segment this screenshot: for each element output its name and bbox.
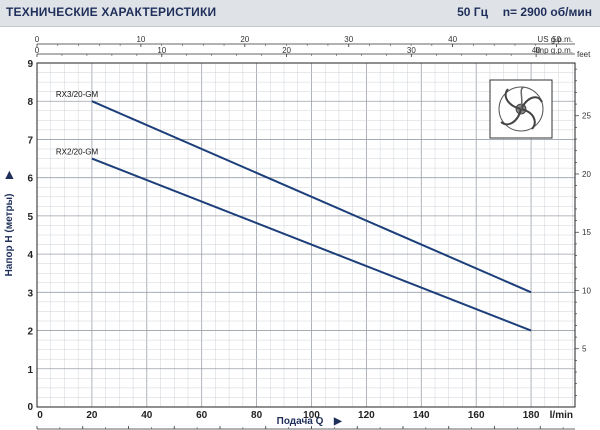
y-tick-label: 5 <box>27 212 33 223</box>
x-tick-label: 180 <box>523 410 540 421</box>
x-tick-label: 80 <box>251 410 263 421</box>
series-label: RX2/20-GM <box>56 148 99 157</box>
x-tick-label: 120 <box>358 410 375 421</box>
y-axis-arrow: ▶ <box>4 170 15 180</box>
imp-gpm-unit-label: Imp g.p.m. <box>535 46 573 55</box>
grid <box>37 63 575 407</box>
axes: 0 20 40 60 80 100 120 140 160 180 l/min01234567890… <box>27 35 591 430</box>
x-tick-label: 20 <box>86 410 98 421</box>
us-gpm-unit-label: US g.p.m. <box>537 35 573 44</box>
us-gpm-tick-label: 20 <box>240 35 249 44</box>
y-tick-label: 6 <box>27 174 33 185</box>
x-tick-label: 60 <box>196 410 208 421</box>
y-tick-label: 2 <box>27 327 33 338</box>
us-gpm-tick-label: 30 <box>344 35 353 44</box>
series: RX3/20-GM RX2/20-GM <box>56 90 532 332</box>
y-tick-label: 9 <box>27 59 33 70</box>
x-tick-label: 40 <box>141 410 153 421</box>
frequency-label: 50 Гц <box>457 5 488 19</box>
feet-tick-label: 20 <box>582 170 591 179</box>
y-tick-label: 7 <box>27 135 33 146</box>
x-axis-title: Подача Q <box>277 416 324 427</box>
y-tick-label: 0 <box>27 402 33 413</box>
series-line <box>91 100 532 294</box>
x-unit-label: l/min <box>550 410 573 421</box>
imp-gpm-tick-label: 20 <box>282 46 291 55</box>
speed-label: n= 2900 об/мин <box>502 5 592 19</box>
us-gpm-tick-label: 10 <box>136 35 145 44</box>
y-tick-label: 4 <box>27 250 33 261</box>
x-tick-label: 140 <box>413 410 430 421</box>
us-gpm-tick-label: 50 <box>552 35 561 44</box>
x-tick-label: 100 <box>303 410 320 421</box>
y-tick-label: 3 <box>27 288 33 299</box>
imp-gpm-tick-label: 40 <box>532 46 541 55</box>
us-gpm-tick-label: 0 <box>35 35 40 44</box>
impeller-icon <box>489 79 553 139</box>
y-tick-label: 1 <box>27 365 33 376</box>
series-line <box>91 157 532 332</box>
imp-gpm-tick-label: 30 <box>407 46 416 55</box>
feet-tick-label: 5 <box>582 345 587 354</box>
pump-curve-chart: 0 20 40 60 80 100 120 140 160 180 l/min01234567890… <box>4 35 591 430</box>
x-axis-arrow: ▶ <box>333 416 343 427</box>
plot-frame <box>36 62 576 408</box>
page-header: ТЕХНИЧЕСКИЕ ХАРАКТЕРИСТИКИ 50 Гц n= 2900… <box>0 0 600 27</box>
feet-tick-label: 15 <box>582 228 591 237</box>
y-tick-label: 8 <box>27 97 33 108</box>
imp-gpm-tick-label: 10 <box>157 46 166 55</box>
x-tick-label: 0 <box>37 410 43 421</box>
feet-unit-label: feet <box>577 50 591 59</box>
page-title: ТЕХНИЧЕСКИЕ ХАРАКТЕРИСТИКИ <box>6 5 217 19</box>
feet-tick-label: 10 <box>582 286 591 295</box>
series-label: RX3/20-GM <box>56 90 99 99</box>
x-tick-label: 160 <box>468 410 485 421</box>
feet-tick-label: 25 <box>582 112 591 121</box>
y-axis-title: Напор H (метры) <box>4 194 15 277</box>
imp-gpm-tick-label: 0 <box>35 46 40 55</box>
us-gpm-tick-label: 40 <box>448 35 457 44</box>
